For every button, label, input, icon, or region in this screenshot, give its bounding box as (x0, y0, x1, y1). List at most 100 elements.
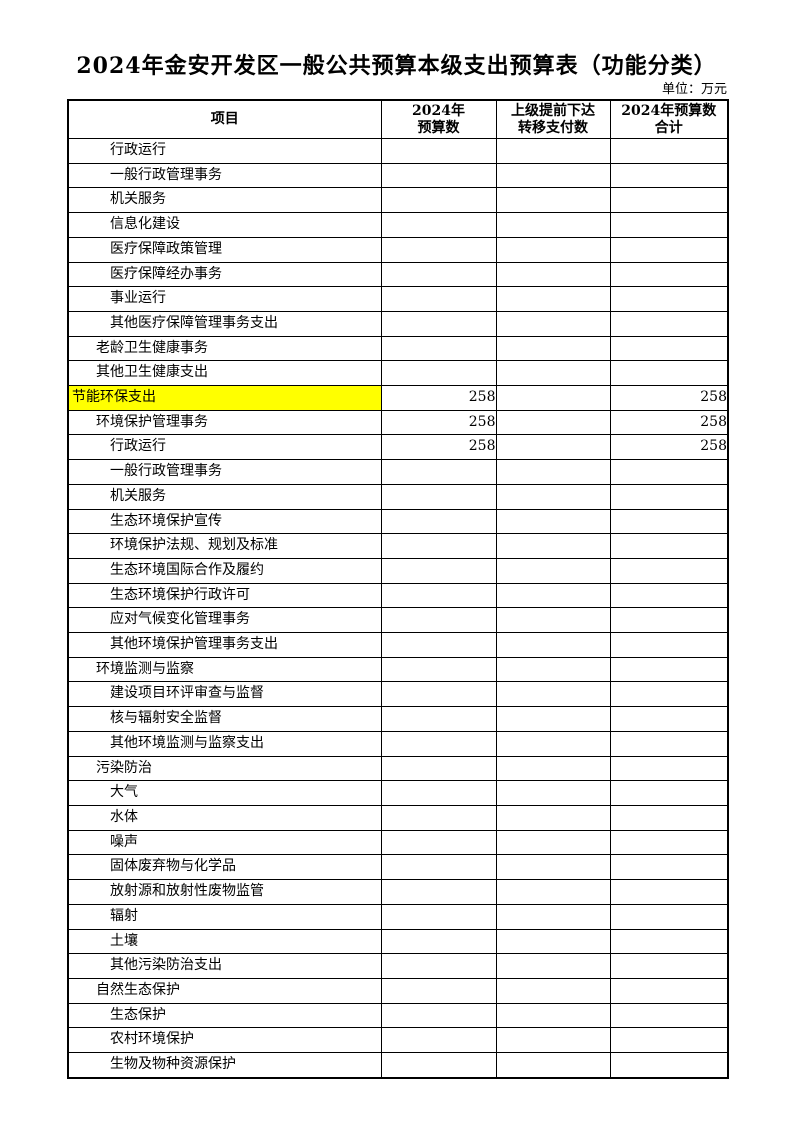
column-header-item: 项目 (67, 99, 382, 139)
total-cell (609, 977, 729, 1004)
table-row: 水体 (67, 804, 729, 831)
table-row: 农村环境保护 (67, 1027, 729, 1054)
transfer-cell (495, 854, 611, 881)
transfer-cell (495, 706, 611, 732)
item-cell: 信息化建设 (67, 212, 382, 238)
total-cell (609, 138, 729, 164)
item-cell: 一般行政管理事务 (67, 162, 382, 189)
budget-table: 项目 2024年 预算数 上级提前下达 转移支付数 2024年预算数 合计 行政… (67, 99, 729, 1079)
total-cell (609, 582, 729, 609)
item-cell: 机关服务 (67, 187, 382, 214)
total-cell (609, 508, 729, 535)
transfer-cell (495, 162, 611, 189)
total-cell (609, 310, 729, 337)
total-cell (609, 1027, 729, 1054)
total-cell: 258 (609, 434, 729, 461)
transfer-cell (495, 459, 611, 485)
budget-2024-cell (380, 730, 497, 757)
budget-2024-cell (380, 459, 497, 485)
item-cell: 其他环境保护管理事务支出 (67, 632, 382, 658)
total-cell (609, 928, 729, 955)
budget-2024-cell (380, 236, 497, 263)
budget-2024-cell (380, 508, 497, 535)
budget-2024-cell (380, 261, 497, 288)
item-cell: 医疗保障政策管理 (67, 236, 382, 263)
column-header-budget-2024: 2024年 预算数 (380, 99, 497, 139)
table-row: 行政运行 258 258 (67, 434, 729, 461)
transfer-cell (495, 434, 611, 461)
item-cell: 其他环境监测与监察支出 (67, 730, 382, 757)
budget-2024-cell (380, 879, 497, 905)
item-cell: 环境保护管理事务 (67, 409, 382, 436)
item-cell: 污染防治 (67, 755, 382, 782)
transfer-cell (495, 236, 611, 263)
item-cell: 生态环境保护宣传 (67, 508, 382, 535)
budget-2024-cell (380, 582, 497, 609)
total-cell (609, 162, 729, 189)
transfer-cell (495, 928, 611, 955)
budget-2024-cell (380, 187, 497, 214)
transfer-cell (495, 286, 611, 312)
budget-2024-cell (380, 829, 497, 856)
item-cell: 农村环境保护 (67, 1027, 382, 1054)
budget-2024-cell (380, 607, 497, 634)
transfer-cell (495, 780, 611, 806)
transfer-cell (495, 1002, 611, 1029)
total-cell (609, 187, 729, 214)
item-cell: 建设项目环评审查与监督 (67, 681, 382, 708)
table-row: 医疗保障经办事务 (67, 261, 729, 288)
transfer-cell (495, 829, 611, 856)
total-cell (609, 335, 729, 362)
budget-2024-cell (380, 928, 497, 955)
table-row: 信息化建设 (67, 212, 729, 238)
transfer-cell (495, 804, 611, 831)
transfer-cell (495, 483, 611, 510)
budget-2024-cell: 258 (380, 409, 497, 436)
table-row: 环境保护管理事务 258 258 (67, 409, 729, 436)
total-cell (609, 1052, 729, 1079)
table-row: 节能环保支出 258 258 (67, 385, 729, 411)
table-row: 应对气候变化管理事务 (67, 607, 729, 634)
budget-2024-cell (380, 1052, 497, 1079)
table-row: 固体废弃物与化学品 (67, 854, 729, 881)
unit-label: 单位：万元 (661, 82, 727, 97)
item-cell: 一般行政管理事务 (67, 459, 382, 485)
transfer-cell (495, 187, 611, 214)
item-cell: 老龄卫生健康事务 (67, 335, 382, 362)
item-cell: 行政运行 (67, 434, 382, 461)
transfer-cell (495, 385, 611, 411)
transfer-cell (495, 953, 611, 979)
budget-2024-cell (380, 780, 497, 806)
column-header-transfer: 上级提前下达 转移支付数 (495, 99, 611, 139)
item-cell: 生物及物种资源保护 (67, 1052, 382, 1079)
page-title: 2024年金安开发区一般公共预算本级支出预算表（功能分类） (76, 53, 717, 79)
transfer-cell (495, 138, 611, 164)
total-cell (609, 755, 729, 782)
transfer-cell (495, 1027, 611, 1054)
item-cell: 水体 (67, 804, 382, 831)
item-cell: 大气 (67, 780, 382, 806)
budget-2024-cell (380, 212, 497, 238)
budget-2024-cell (380, 162, 497, 189)
budget-2024-cell (380, 903, 497, 930)
total-cell (609, 681, 729, 708)
budget-2024-cell (380, 1002, 497, 1029)
transfer-cell (495, 1052, 611, 1079)
transfer-cell (495, 557, 611, 584)
total-cell (609, 1002, 729, 1029)
transfer-cell (495, 582, 611, 609)
transfer-cell (495, 879, 611, 905)
budget-2024-cell (380, 755, 497, 782)
table-row: 生物及物种资源保护 (67, 1052, 729, 1079)
item-cell: 生态环境保护行政许可 (67, 582, 382, 609)
transfer-cell (495, 508, 611, 535)
table-row: 噪声 (67, 829, 729, 856)
budget-2024-cell (380, 483, 497, 510)
item-cell: 机关服务 (67, 483, 382, 510)
transfer-cell (495, 360, 611, 387)
table-area: 单位：万元 项目 2024年 预算数 上级提前下达 转移支付数 2024年预算数… (67, 81, 729, 1079)
total-cell (609, 879, 729, 905)
table-row: 建设项目环评审查与监督 (67, 681, 729, 708)
transfer-cell (495, 533, 611, 559)
item-cell: 节能环保支出 (67, 385, 382, 411)
